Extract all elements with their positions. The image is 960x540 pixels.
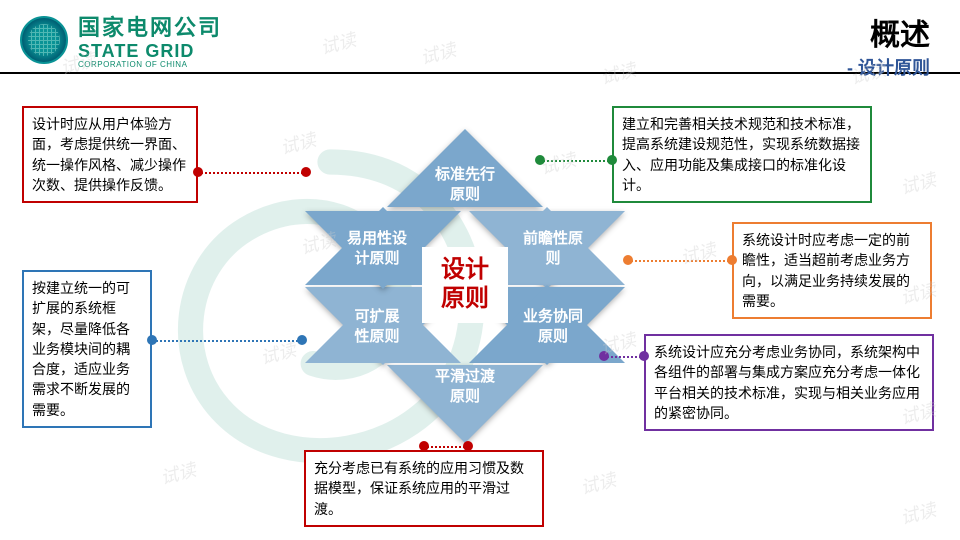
callout-box-1: 按建立统一的可扩展的系统框架，尽量降低各业务模块间的耦合度，适应业务需求不断发展… bbox=[22, 270, 152, 428]
page-subtitle: - 设计原则 bbox=[847, 54, 930, 80]
connector-dot-0-b bbox=[301, 167, 311, 177]
watermark-9: 试读 bbox=[677, 236, 719, 270]
callout-box-4: 系统设计时应考虑一定的前瞻性，适当超前考虑业务方向，以满足业务持续发展的需要。 bbox=[732, 222, 932, 319]
connector-1 bbox=[152, 340, 302, 342]
watermark-7: 试读 bbox=[897, 166, 939, 200]
page-title: 概述 bbox=[847, 10, 930, 54]
connector-dot-2-b bbox=[463, 441, 473, 451]
hexagon-diagram: 标准先行原则 前瞻性原则 业务协同原则 平滑过渡原则 可扩展性原则 易用性设计原… bbox=[300, 135, 630, 435]
hex-label-0: 标准先行原则 bbox=[410, 165, 520, 204]
callout-box-3: 建立和完善相关技术规范和技术标准，提高系统建设规范性，实现系统数据接入、应用功能… bbox=[612, 106, 872, 203]
watermark-16: 试读 bbox=[897, 496, 939, 530]
brand-en: STATE GRID bbox=[78, 42, 222, 60]
connector-dot-4-a bbox=[623, 255, 633, 265]
connector-dot-5-a bbox=[599, 351, 609, 361]
hex-label-1: 前瞻性原则 bbox=[498, 229, 608, 268]
hex-center: 设计原则 bbox=[422, 247, 508, 323]
hex-label-5: 易用性设计原则 bbox=[322, 229, 432, 268]
header: 国家电网公司 STATE GRID CORPORATION OF CHINA bbox=[20, 10, 222, 69]
hex-label-4: 可扩展性原则 bbox=[322, 307, 432, 346]
connector-dot-5-b bbox=[639, 351, 649, 361]
connector-0 bbox=[198, 172, 306, 174]
brand-logo-icon bbox=[20, 16, 68, 64]
connector-dot-3-a bbox=[535, 155, 545, 165]
callout-box-0: 设计时应从用户体验方面，考虑提供统一界面、统一操作风格、减少操作次数、提供操作反… bbox=[22, 106, 198, 203]
connector-dot-1-a bbox=[147, 335, 157, 345]
connector-dot-0-a bbox=[193, 167, 203, 177]
connector-dot-2-a bbox=[419, 441, 429, 451]
watermark-15: 试读 bbox=[577, 466, 619, 500]
brand-text: 国家电网公司 STATE GRID CORPORATION OF CHINA bbox=[78, 10, 222, 69]
divider-line bbox=[0, 72, 960, 74]
hex-label-2: 业务协同原则 bbox=[498, 307, 608, 346]
connector-dot-1-b bbox=[297, 335, 307, 345]
title-block: 概述 - 设计原则 bbox=[847, 10, 930, 80]
watermark-2: 试读 bbox=[417, 36, 459, 70]
brand-sub: CORPORATION OF CHINA bbox=[78, 60, 222, 69]
connector-4 bbox=[628, 260, 732, 262]
connector-dot-4-b bbox=[727, 255, 737, 265]
connector-dot-3-b bbox=[607, 155, 617, 165]
connector-3 bbox=[540, 160, 612, 162]
callout-box-2: 充分考虑已有系统的应用习惯及数据模型，保证系统应用的平滑过渡。 bbox=[304, 450, 544, 527]
hex-label-3: 平滑过渡原则 bbox=[410, 367, 520, 406]
callout-box-5: 系统设计应充分考虑业务协同，系统架构中各组件的部署与集成方案应充分考虑一体化平台… bbox=[644, 334, 934, 431]
watermark-1: 试读 bbox=[317, 26, 359, 60]
connector-2 bbox=[424, 446, 468, 448]
brand-cn: 国家电网公司 bbox=[78, 10, 222, 42]
connector-5 bbox=[604, 356, 644, 358]
